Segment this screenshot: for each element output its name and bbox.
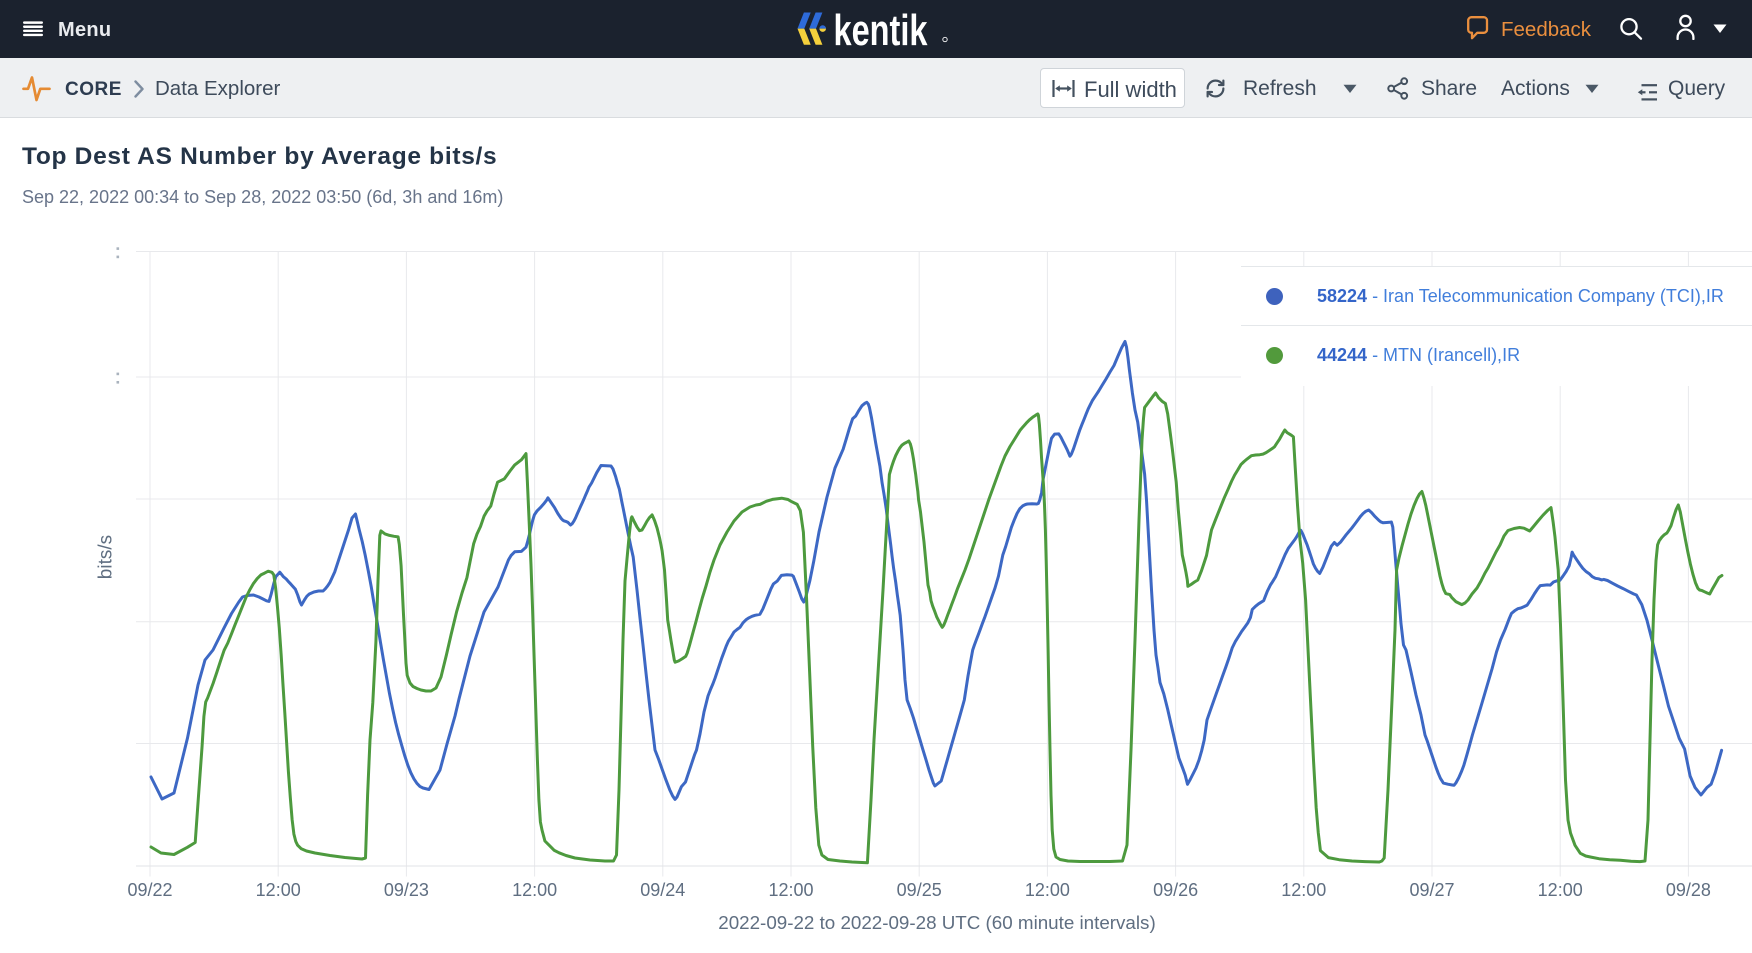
svg-text:09/25: 09/25 [897, 880, 942, 900]
svg-text:09/26: 09/26 [1153, 880, 1198, 900]
svg-text:09/28: 09/28 [1666, 880, 1711, 900]
svg-text:12:00: 12:00 [1281, 880, 1326, 900]
svg-text:09/24: 09/24 [640, 880, 685, 900]
svg-text:12:00: 12:00 [512, 880, 557, 900]
svg-text:09/27: 09/27 [1409, 880, 1454, 900]
svg-text:12:00: 12:00 [1025, 880, 1070, 900]
svg-text:2022-09-22 to 2022-09-28 UTC (: 2022-09-22 to 2022-09-28 UTC (60 minute … [718, 912, 1155, 933]
svg-text:12:00: 12:00 [1538, 880, 1583, 900]
svg-text:09/23: 09/23 [384, 880, 429, 900]
svg-text:12:00: 12:00 [256, 880, 301, 900]
svg-text:kentik: kentik [834, 10, 928, 55]
svg-text:bits/s: bits/s [96, 535, 117, 579]
svg-text:09/22: 09/22 [127, 880, 172, 900]
svg-text:12:00: 12:00 [768, 880, 813, 900]
